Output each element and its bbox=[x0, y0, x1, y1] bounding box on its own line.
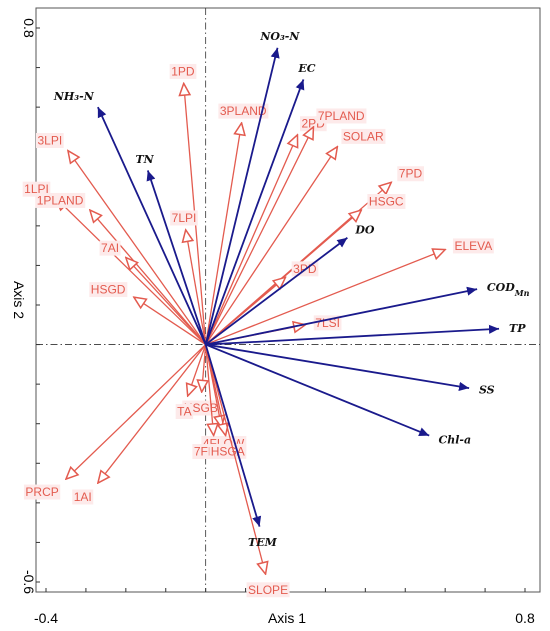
label-background bbox=[170, 210, 198, 226]
label-background bbox=[218, 103, 269, 119]
x-tick-label-min: -0.4 bbox=[34, 610, 58, 626]
vector-arrow-7flow bbox=[205, 344, 214, 436]
plot-frame bbox=[35, 7, 541, 593]
vector-label-ta: TA bbox=[177, 404, 191, 418]
y-axis-title: Axis 2 bbox=[11, 281, 27, 319]
vector-label-slope: SLOPE bbox=[248, 583, 288, 597]
vector-label-do: DO bbox=[354, 224, 375, 237]
vector-label-1pland: 1PLAND bbox=[37, 193, 84, 207]
vector-arrow-1pland bbox=[90, 210, 207, 345]
label-background bbox=[175, 403, 194, 419]
vector-arrow-7ai bbox=[126, 258, 207, 346]
vector-arrow-3lpi bbox=[68, 151, 207, 345]
vector-label-nh-n: NH₃-N bbox=[53, 90, 95, 103]
vector-arrow-slope bbox=[205, 344, 266, 575]
vector-arrow-7pland bbox=[205, 127, 314, 345]
label-background bbox=[341, 128, 386, 144]
vector-label-tn: TN bbox=[136, 153, 155, 166]
vector-label-1lpi: 1LPI bbox=[24, 182, 49, 196]
vector-arrow-solar bbox=[205, 147, 338, 345]
vector-label-3pland: 3PLAND bbox=[220, 104, 267, 118]
label-background bbox=[367, 193, 406, 209]
vector-arrow-chl-a bbox=[205, 343, 430, 437]
x-axis-title: Axis 1 bbox=[268, 610, 306, 626]
vector-label-7ai: 7AI bbox=[101, 241, 119, 255]
vector-label-chl-a: Chl-a bbox=[438, 433, 471, 446]
vector-label-ec: EC bbox=[297, 62, 315, 75]
label-background bbox=[72, 489, 94, 505]
label-background bbox=[169, 63, 197, 79]
vector-label-1ai: 1AI bbox=[74, 490, 92, 504]
vector-arrow-tp bbox=[205, 324, 500, 346]
vector-label-eleva: ELEVA bbox=[454, 239, 492, 253]
vector-label-prcp: PRCP bbox=[25, 485, 58, 499]
vector-arrow-3pd bbox=[205, 277, 286, 346]
vector-label-hsgd: HSGD bbox=[91, 283, 126, 297]
x-tick-label-max: 0.8 bbox=[515, 610, 535, 626]
label-background bbox=[316, 108, 367, 124]
vector-arrow-cod bbox=[205, 286, 478, 346]
vector-arrow-1ai bbox=[98, 344, 207, 484]
vector-label-tem: TEM bbox=[248, 536, 278, 549]
vector-arrow-hsgd bbox=[134, 297, 207, 346]
vector-arrow-no-n bbox=[204, 47, 280, 345]
vector-arrow-do bbox=[205, 237, 348, 346]
vector-label-ss: SS bbox=[479, 384, 495, 397]
vector-label-hsga: HSGA bbox=[211, 444, 245, 458]
label-background bbox=[246, 582, 290, 598]
vector-arrow-tem bbox=[204, 344, 262, 527]
vector-label-no-n: NO₃-N bbox=[259, 30, 300, 43]
zero-lines bbox=[36, 8, 540, 592]
vector-arrow-ec bbox=[204, 79, 305, 345]
vector-arrow-2pd bbox=[205, 135, 298, 345]
vector-arrow-7lpi bbox=[186, 230, 207, 345]
vector-arrow-3pland bbox=[205, 123, 242, 345]
label-background bbox=[99, 240, 121, 256]
vector-label-1pd: 1PD bbox=[171, 64, 195, 78]
vector-arrow-ta bbox=[188, 344, 207, 396]
label-background bbox=[23, 484, 61, 500]
vector-label-tp: TP bbox=[509, 322, 526, 335]
vector-arrow-ss bbox=[205, 343, 470, 391]
vector-arrow-tn bbox=[146, 170, 207, 345]
vector-arrow-hsgb bbox=[202, 344, 206, 392]
vector-arrow-prcp bbox=[66, 344, 207, 480]
vector-label-7pd: 7PD bbox=[399, 167, 423, 181]
label-background bbox=[35, 192, 86, 208]
vector-label-solar: SOLAR bbox=[343, 129, 384, 143]
vector-label-3lpi: 3LPI bbox=[37, 134, 62, 148]
vector-arrow-eleva bbox=[205, 250, 445, 346]
vector-arrow-1lpi bbox=[56, 198, 207, 346]
label-background bbox=[22, 181, 51, 197]
y-tick-label-min: -0.6 bbox=[21, 570, 37, 594]
label-background bbox=[397, 166, 424, 182]
vector-label-7lpi: 7LPI bbox=[172, 211, 197, 225]
vector-arrow-nh-n bbox=[97, 106, 207, 345]
y-tick-label-max: 0.8 bbox=[21, 18, 37, 38]
label-background bbox=[89, 282, 128, 298]
label-background bbox=[35, 133, 64, 149]
label-background bbox=[452, 238, 494, 254]
vector-label-hsgc: HSGC bbox=[369, 194, 404, 208]
vector-label-7pland: 7PLAND bbox=[318, 109, 365, 123]
